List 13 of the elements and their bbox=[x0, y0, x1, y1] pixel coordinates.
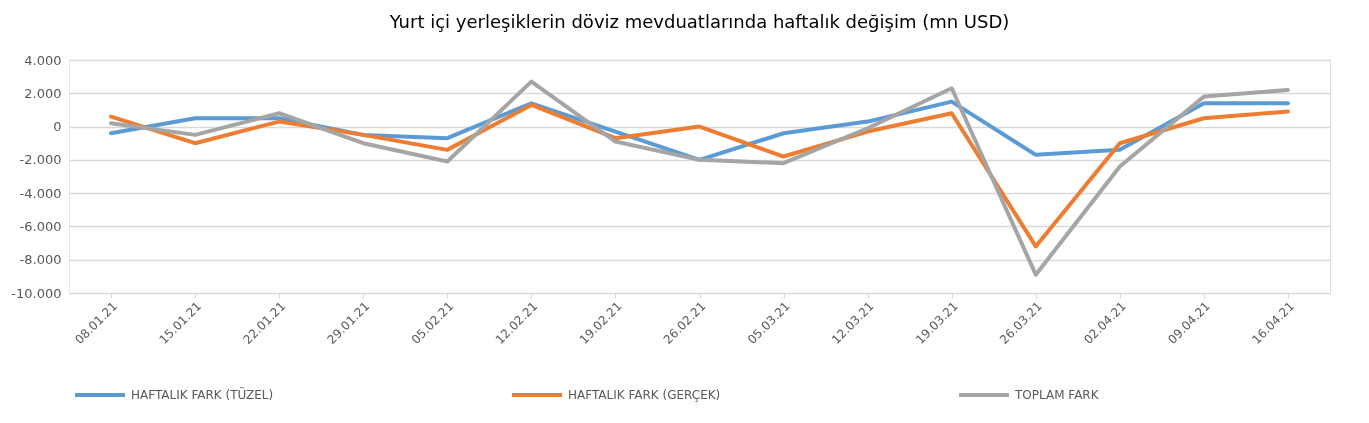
y-tick-label: -4.000 bbox=[19, 185, 62, 201]
legend-label: HAFTALIK FARK (GERÇEK) bbox=[568, 388, 721, 402]
y-tick-label: 2.000 bbox=[24, 85, 62, 101]
y-tick-label: 4.000 bbox=[24, 52, 62, 68]
y-tick-label: -2.000 bbox=[19, 152, 62, 168]
legend-label: HAFTALIK FARK (TÜZEL) bbox=[131, 386, 274, 402]
y-tick-label: 0 bbox=[53, 119, 62, 135]
line-series bbox=[109, 79, 1290, 277]
y-tick-label: -10.000 bbox=[11, 285, 62, 301]
y-tick-label: -6.000 bbox=[19, 218, 62, 234]
chart-title: Yurt içi yerleşiklerin döviz mevduatlarında haftalık değişim (mn USD) bbox=[388, 11, 1010, 32]
y-tick-label: -8.000 bbox=[19, 252, 62, 268]
legend-label: TOPLAM FARK bbox=[1014, 388, 1100, 402]
